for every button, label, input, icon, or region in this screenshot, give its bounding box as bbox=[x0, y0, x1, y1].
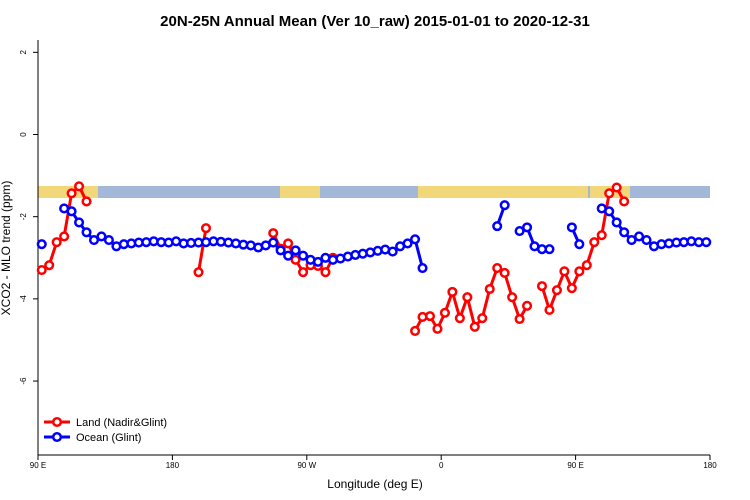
data-point bbox=[581, 260, 592, 271]
land-strip bbox=[418, 186, 588, 198]
y-tick-label: -6 bbox=[19, 377, 28, 385]
data-point bbox=[701, 237, 712, 248]
legend: Land (Nadir&Glint) Ocean (Glint) bbox=[44, 416, 167, 444]
data-point bbox=[574, 266, 585, 277]
data-point bbox=[81, 227, 92, 238]
data-point bbox=[492, 262, 503, 274]
data-point bbox=[283, 250, 294, 261]
data-point bbox=[298, 250, 309, 261]
data-point bbox=[559, 266, 570, 277]
data-point bbox=[447, 286, 458, 297]
data-point bbox=[522, 300, 533, 311]
data-point bbox=[477, 313, 488, 324]
data-point bbox=[536, 281, 548, 292]
data-point bbox=[290, 245, 301, 256]
y-tick-label: 0 bbox=[19, 132, 28, 137]
data-point bbox=[59, 231, 70, 242]
y-axis-label: XCO2 - MLO trend (ppm) bbox=[0, 181, 13, 316]
data-point bbox=[619, 227, 630, 238]
data-point bbox=[611, 182, 622, 193]
data-point bbox=[320, 267, 331, 278]
data-point bbox=[619, 196, 630, 207]
data-point bbox=[634, 231, 645, 242]
data-point bbox=[566, 222, 577, 233]
data-point bbox=[604, 206, 615, 217]
data-point bbox=[566, 283, 577, 294]
legend-label: Ocean (Glint) bbox=[76, 432, 141, 444]
data-point bbox=[268, 237, 279, 248]
legend-marker bbox=[51, 431, 63, 443]
chart-title: 20N-25N Annual Mean (Ver 10_raw) 2015-01… bbox=[160, 13, 590, 30]
data-point bbox=[96, 231, 107, 242]
data-point bbox=[641, 235, 652, 246]
data-point bbox=[439, 307, 450, 318]
data-point bbox=[402, 238, 413, 249]
data-point bbox=[417, 262, 428, 274]
data-point bbox=[66, 188, 77, 199]
map-strip bbox=[38, 186, 710, 198]
data-point bbox=[275, 245, 286, 256]
data-point bbox=[268, 228, 279, 239]
data-point bbox=[499, 267, 510, 279]
data-point bbox=[81, 196, 92, 207]
data-point bbox=[499, 200, 510, 211]
data-point bbox=[611, 217, 622, 228]
data-point bbox=[484, 283, 495, 295]
data-point bbox=[626, 235, 637, 246]
data-point bbox=[424, 311, 436, 322]
data-point bbox=[432, 323, 443, 334]
data-point bbox=[410, 234, 421, 245]
data-point bbox=[454, 313, 465, 324]
data-point bbox=[36, 265, 47, 276]
data-point bbox=[492, 221, 503, 232]
data-point bbox=[193, 267, 204, 278]
x-tick-label: 90 E bbox=[30, 461, 46, 470]
legend-label: Land (Nadir&Glint) bbox=[76, 417, 167, 429]
data-point bbox=[596, 230, 607, 241]
data-point bbox=[514, 226, 525, 237]
data-point bbox=[36, 239, 47, 250]
data-point bbox=[66, 206, 77, 217]
x-tick-label: 90 W bbox=[297, 461, 316, 470]
data-point bbox=[312, 256, 324, 267]
x-tick-label: 180 bbox=[703, 461, 717, 470]
data-point bbox=[387, 246, 398, 257]
data-point bbox=[514, 313, 525, 325]
y-tick-label: 2 bbox=[19, 50, 28, 55]
data-point bbox=[200, 223, 212, 234]
land-strip bbox=[280, 186, 320, 198]
data-point bbox=[589, 237, 600, 248]
data-point bbox=[544, 244, 555, 255]
data-point bbox=[88, 235, 100, 246]
y-tick-label: -2 bbox=[19, 213, 28, 221]
x-tick-label: 180 bbox=[166, 461, 180, 470]
x-tick-label: 0 bbox=[439, 461, 444, 470]
data-point bbox=[298, 267, 309, 278]
data-point bbox=[74, 181, 85, 192]
data-point bbox=[551, 285, 562, 296]
data-point bbox=[103, 235, 114, 246]
data-point bbox=[410, 325, 421, 336]
data-point bbox=[507, 292, 518, 303]
data-point bbox=[522, 222, 533, 233]
data-point bbox=[51, 237, 62, 248]
data-point bbox=[462, 292, 473, 303]
x-axis-label: Longitude (deg E) bbox=[327, 477, 422, 491]
data-point bbox=[283, 238, 294, 249]
data-point bbox=[604, 188, 615, 199]
data-point bbox=[290, 254, 301, 265]
data-point bbox=[544, 304, 555, 316]
data-point bbox=[74, 217, 85, 228]
legend-marker bbox=[51, 416, 63, 428]
data-point bbox=[574, 239, 585, 250]
x-tick-label: 90 E bbox=[567, 461, 583, 470]
data-point bbox=[44, 260, 55, 271]
y-tick-label: -4 bbox=[19, 295, 28, 303]
data-point bbox=[469, 321, 480, 332]
